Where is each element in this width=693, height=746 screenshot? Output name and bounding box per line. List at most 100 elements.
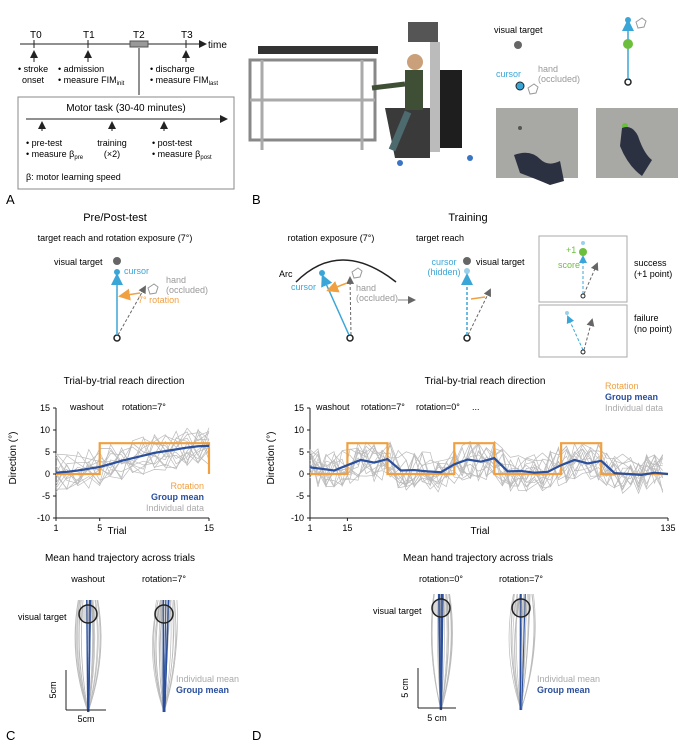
b-visual-target-label: visual target [494, 25, 543, 35]
c-legend-individual: Individual mean [176, 674, 239, 684]
reach-hand-arrow [467, 288, 491, 336]
chart1-xtick-label: 15 [342, 523, 352, 533]
chart1-ytick-label: 10 [294, 425, 304, 435]
chart1-ytick-label: 5 [299, 447, 304, 457]
trajectory-group [86, 599, 89, 713]
prepost-hand-label: hand [166, 275, 186, 285]
success-plus-one: +1 [566, 245, 576, 255]
trajectory-group [439, 593, 442, 711]
chart1-individual-trace [309, 441, 663, 490]
trajectory-individual [514, 593, 522, 711]
chart1-ytick-label: 0 [299, 469, 304, 479]
reach-cursor-dot [464, 268, 470, 274]
c-label-washout: washout [70, 574, 105, 584]
b-hand-icon-2 [635, 17, 647, 29]
trajectory-individual [515, 593, 522, 711]
chart1-ytick-label: -5 [296, 491, 304, 501]
prepost-rotation-arrow [118, 288, 141, 301]
note-t0-l1: • stroke [18, 64, 48, 74]
tick-label-t2: T2 [133, 30, 145, 41]
d-visual-target-label: visual target [373, 606, 422, 616]
apparatus-person-body [405, 70, 423, 110]
c-legend-group: Group mean [176, 685, 229, 695]
trajectory-group [521, 593, 526, 711]
success-hand-arrow [583, 262, 599, 295]
reach-start-circle [463, 334, 471, 342]
prepost-rotation-label: 7° rotation [138, 295, 179, 305]
box-note-training-l2: (×2) [104, 149, 120, 159]
apparatus-column [430, 42, 440, 152]
c-label-rotation: rotation=7° [142, 574, 186, 584]
note-t1-l2-sub: init [117, 81, 125, 87]
prepost-title: Pre/Post-test [83, 212, 147, 224]
success-start-circle [580, 293, 586, 299]
chart0-legend-rotation: Rotation [170, 481, 204, 491]
apparatus-wheel-2 [467, 155, 473, 161]
reach-cursor-label: cursor [431, 257, 456, 267]
trajectory-individual [159, 599, 165, 713]
b-hand-icon [527, 83, 539, 95]
chart0-ytick-label: 10 [40, 425, 50, 435]
b-hand-label: hand [538, 64, 558, 74]
b-cursor-label: cursor [496, 69, 521, 79]
panel-c-trajectories: Mean hand trajectory across trials washo… [6, 553, 239, 743]
prepost-visual-target-dot [113, 257, 121, 265]
chart0-group-mean-line [55, 444, 210, 474]
chart1-xtick-label: 1 [307, 523, 312, 533]
chart1-legend-individual: Individual data [605, 403, 663, 413]
success-label: success [634, 258, 667, 268]
trajectory-group [163, 599, 167, 713]
chart0-annot-rotation: rotation=7° [122, 402, 166, 412]
d-target-circle-2 [511, 598, 531, 618]
trajectory-individual [520, 593, 525, 711]
trajectory-individual [163, 599, 172, 713]
chart1-individual-trace [309, 442, 663, 491]
c-title: Mean hand trajectory across trials [45, 553, 195, 564]
chart1-group-mean-line [309, 456, 669, 476]
chart1-individual-trace [309, 442, 664, 491]
chart1-legend-rotation: Rotation [605, 381, 639, 391]
chart0-ytick-label: -5 [42, 491, 50, 501]
trajectory-individual [431, 593, 442, 711]
d-target-circle-1 [431, 598, 451, 618]
c-target-circle-1 [78, 604, 98, 624]
exposure-cursor-label: cursor [291, 282, 316, 292]
success-target-dot [579, 248, 587, 256]
chart1-rotation-line [310, 442, 668, 476]
chart1-xtick-label: 135 [660, 523, 675, 533]
failure-cursor-arrow [566, 315, 584, 351]
trajectory-individual [163, 599, 175, 713]
chart0-legend-individual: Individual data [146, 503, 204, 513]
exposure-rotation-arrow [326, 281, 348, 293]
chart0-individual-trace [55, 441, 210, 491]
d-scale-label-h: 5 cm [427, 713, 447, 723]
c-scale-label-v: 5cm [48, 681, 58, 698]
prepost-hand-icon [147, 283, 159, 295]
reach-target-dot [463, 257, 471, 265]
chart0-rotation-line [56, 442, 211, 476]
b-cursor-dot [515, 81, 525, 91]
chart1-annot-rot7: rotation=7° [361, 402, 405, 412]
prepost-cursor-label: cursor [124, 266, 149, 276]
box-note-pre-l1: • pre-test [26, 138, 63, 148]
box-footer: β: motor learning speed [26, 172, 121, 182]
prepost-visual-target-label: visual target [54, 257, 103, 267]
d-title: Mean hand trajectory across trials [403, 553, 553, 564]
d-legend-group: Group mean [537, 685, 590, 695]
chart0-ytick-label: 0 [45, 469, 50, 479]
chart0-ytick-label: 15 [40, 403, 50, 413]
b-cursor-top [625, 17, 631, 23]
b-green-target [623, 39, 633, 49]
motor-task-box [17, 96, 235, 190]
trajectory-individual [163, 599, 177, 713]
panel-a: time T0 T1 T2 T3 • stroke onset • admiss… [6, 30, 235, 207]
prepost-hand-occluded: (occluded) [166, 285, 208, 295]
robot-apparatus-illustration [248, 22, 473, 166]
reach-cursor-hidden: (hidden) [427, 267, 460, 277]
trajectory-individual [520, 593, 535, 711]
exposure-hand-icon [351, 267, 363, 279]
prepost-schematic: Pre/Post-test target reach and rotation … [38, 212, 208, 342]
c-visual-target-label: visual target [18, 612, 67, 622]
chart0-individual-trace [55, 429, 210, 490]
